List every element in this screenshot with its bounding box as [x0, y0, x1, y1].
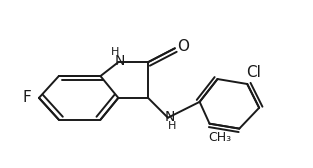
Text: CH₃: CH₃	[208, 131, 231, 144]
Text: H: H	[111, 47, 120, 57]
Text: H: H	[168, 121, 176, 131]
Text: N: N	[165, 110, 175, 124]
Text: O: O	[177, 39, 189, 54]
Text: Cl: Cl	[246, 65, 261, 80]
Text: N: N	[115, 54, 126, 68]
Text: F: F	[23, 90, 31, 105]
